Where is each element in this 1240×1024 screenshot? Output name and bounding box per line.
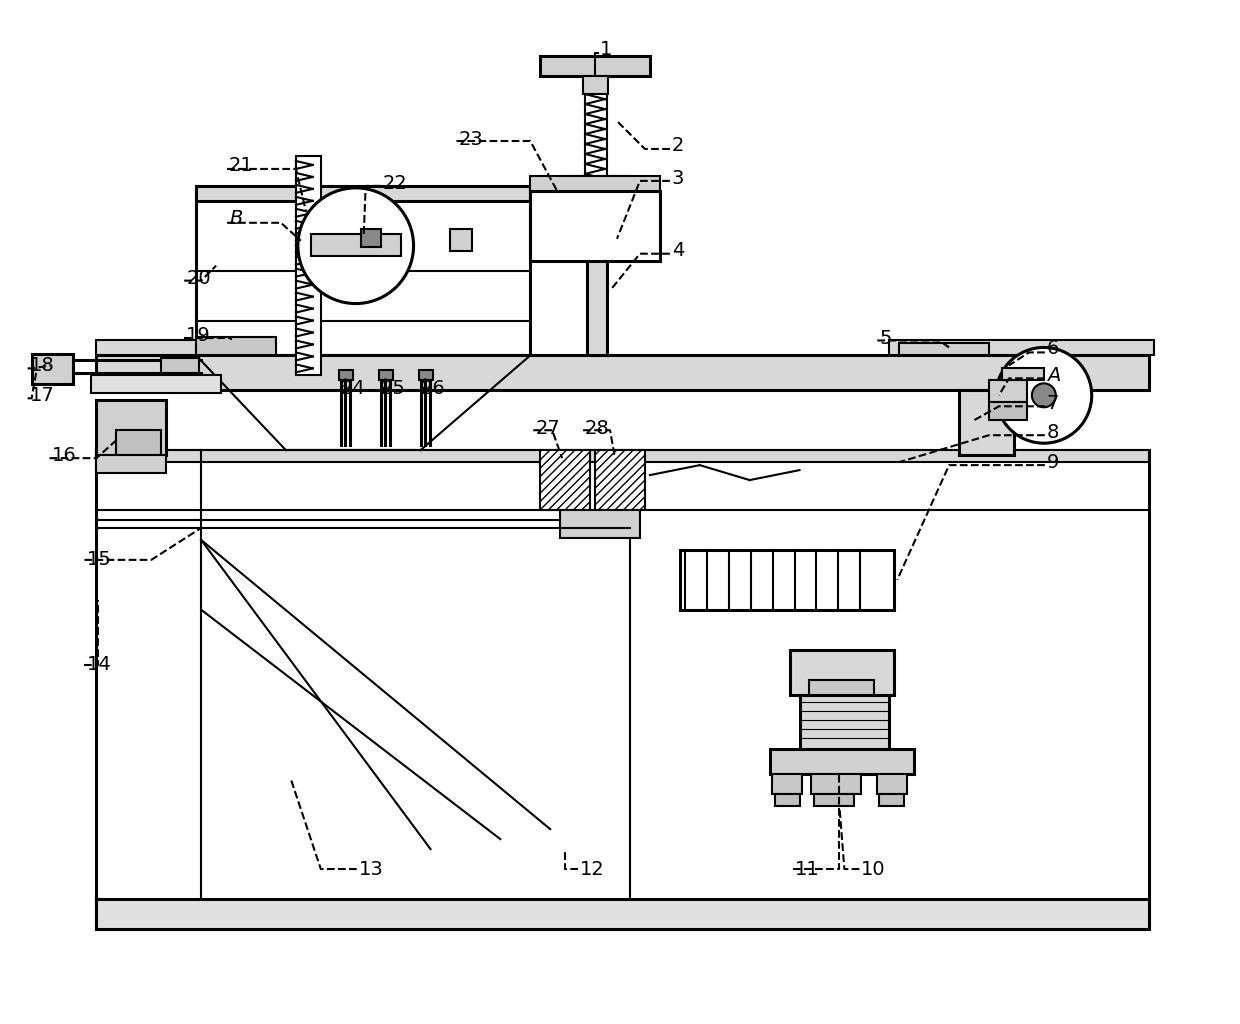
Bar [878,774,908,795]
Text: 7: 7 [1047,394,1059,413]
Text: 9: 9 [1047,453,1059,472]
Text: A: A [1047,366,1060,385]
Bar [567,176,627,190]
Bar [296,156,321,376]
Bar [92,376,221,393]
Circle shape [996,347,1091,443]
Text: 20: 20 [186,269,211,288]
Circle shape [1032,383,1055,408]
Bar [1002,369,1044,380]
Bar [361,228,381,247]
Text: 8: 8 [1047,423,1059,441]
Bar [31,354,73,384]
Bar [800,694,889,750]
Bar [815,795,854,806]
Bar [811,774,862,795]
Text: 17: 17 [30,386,55,404]
Bar [531,176,660,190]
Text: 27: 27 [536,419,560,437]
Text: 21: 21 [229,157,254,175]
Text: 26: 26 [420,379,445,398]
Text: 25: 25 [381,379,405,398]
Bar [196,186,531,201]
Text: 6: 6 [1047,339,1059,358]
Bar [587,259,608,355]
Bar [117,430,161,455]
Bar [889,340,1153,355]
Bar [775,795,800,806]
Bar [879,795,904,806]
Text: 23: 23 [459,129,484,148]
Text: 15: 15 [87,550,112,569]
Bar [680,550,894,609]
Text: 22: 22 [383,174,408,194]
Bar [161,358,200,374]
Bar [97,899,1148,929]
Bar [97,400,166,455]
Bar [583,76,608,94]
Text: 16: 16 [52,445,77,465]
Bar [196,338,277,355]
Bar [97,455,166,473]
Text: 14: 14 [87,655,112,674]
Text: 13: 13 [358,859,383,879]
Bar [990,380,1027,402]
Circle shape [298,187,414,303]
Text: 12: 12 [580,859,605,879]
Bar [810,680,874,708]
Text: 28: 28 [585,419,610,437]
Bar [378,371,393,380]
Text: 24: 24 [341,379,366,398]
Bar [531,190,660,261]
Text: B: B [229,209,243,228]
Bar [450,228,472,251]
Bar [959,390,1014,455]
Text: 10: 10 [862,859,885,879]
Text: 2: 2 [672,136,684,156]
Bar [541,56,650,76]
Bar [770,750,914,774]
Bar [790,649,894,694]
Bar [578,230,616,259]
Text: 18: 18 [30,356,55,375]
Bar [771,774,801,795]
Bar [560,510,640,538]
Bar [419,371,433,380]
Bar [541,451,590,510]
Bar [311,233,401,256]
Text: 1: 1 [600,40,613,58]
Bar [97,355,1148,390]
Text: 4: 4 [672,242,684,260]
Bar [990,402,1027,420]
Circle shape [346,236,366,256]
Text: 11: 11 [795,859,820,879]
Text: 5: 5 [879,329,892,348]
Bar [595,451,645,510]
Bar [899,343,990,355]
Bar [97,340,255,355]
Bar [97,451,1148,462]
Bar [97,451,1148,929]
Text: 19: 19 [186,326,211,345]
Text: 3: 3 [672,169,684,188]
Bar [339,371,352,380]
